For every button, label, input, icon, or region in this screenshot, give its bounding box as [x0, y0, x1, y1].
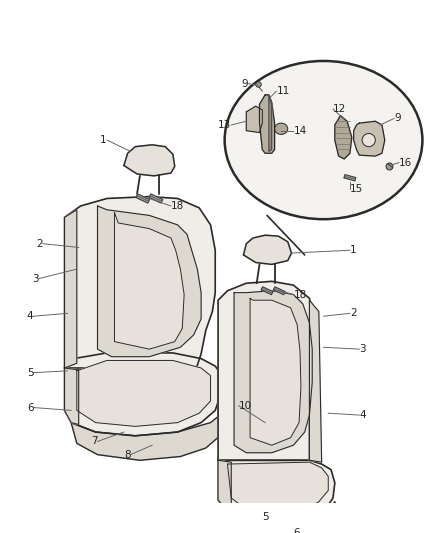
Polygon shape — [269, 97, 272, 151]
Text: 4: 4 — [27, 311, 33, 321]
Polygon shape — [344, 175, 356, 181]
Text: 2: 2 — [36, 239, 43, 249]
Polygon shape — [124, 145, 175, 176]
Polygon shape — [114, 213, 184, 349]
Polygon shape — [98, 206, 201, 357]
Polygon shape — [218, 281, 319, 461]
Text: 1: 1 — [350, 245, 357, 255]
Polygon shape — [309, 300, 321, 462]
Text: 5: 5 — [262, 512, 269, 522]
Polygon shape — [246, 106, 262, 133]
Polygon shape — [77, 360, 211, 426]
Text: 1: 1 — [100, 135, 107, 145]
Polygon shape — [218, 355, 309, 445]
Text: 13: 13 — [218, 120, 231, 130]
Polygon shape — [273, 287, 285, 295]
Polygon shape — [227, 462, 328, 515]
Polygon shape — [64, 353, 220, 436]
Polygon shape — [71, 415, 225, 461]
Text: 10: 10 — [239, 401, 252, 410]
Polygon shape — [227, 502, 338, 533]
Ellipse shape — [225, 61, 422, 219]
Polygon shape — [259, 95, 275, 154]
Polygon shape — [149, 194, 162, 203]
Text: 15: 15 — [350, 184, 363, 194]
Text: 8: 8 — [124, 450, 131, 459]
Polygon shape — [64, 210, 77, 368]
Text: 7: 7 — [91, 437, 98, 447]
Text: 6: 6 — [27, 402, 33, 413]
Text: 4: 4 — [359, 410, 366, 420]
Polygon shape — [64, 368, 79, 424]
Polygon shape — [234, 291, 312, 453]
Text: 3: 3 — [32, 273, 39, 284]
Polygon shape — [136, 194, 149, 203]
Polygon shape — [335, 116, 352, 159]
Text: 12: 12 — [333, 104, 346, 114]
Text: 9: 9 — [394, 114, 401, 124]
Ellipse shape — [275, 123, 288, 134]
Polygon shape — [261, 287, 273, 295]
Text: 18: 18 — [293, 289, 307, 300]
Polygon shape — [64, 197, 215, 368]
Text: 14: 14 — [293, 126, 307, 136]
Text: 18: 18 — [171, 201, 184, 211]
Polygon shape — [353, 121, 385, 156]
Text: 16: 16 — [399, 158, 412, 168]
Ellipse shape — [362, 133, 375, 147]
Text: 5: 5 — [27, 368, 33, 378]
Text: 11: 11 — [276, 86, 290, 96]
Polygon shape — [218, 461, 231, 511]
Polygon shape — [218, 351, 309, 368]
Text: 2: 2 — [350, 309, 357, 318]
Text: 3: 3 — [359, 344, 366, 354]
Polygon shape — [244, 235, 292, 264]
Text: 9: 9 — [242, 78, 248, 88]
Polygon shape — [218, 461, 335, 522]
Polygon shape — [250, 298, 301, 445]
Text: 6: 6 — [293, 528, 300, 533]
